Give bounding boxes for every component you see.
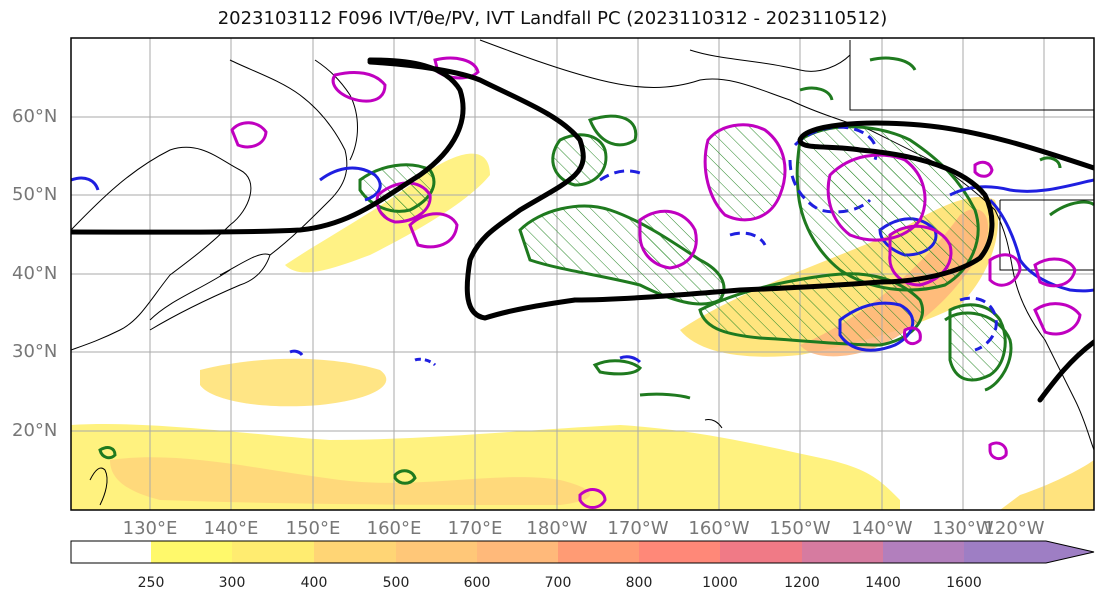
colorbar-tick-label: 250 [137, 575, 165, 591]
colorbar-swatch [71, 541, 151, 563]
lon-label: 140°E [203, 518, 259, 539]
lat-label: 20°N [12, 420, 58, 441]
colorbar [70, 540, 1095, 564]
colorbar-swatch [883, 541, 964, 563]
lon-label: 160°E [366, 518, 422, 539]
pv-contours [230, 56, 1082, 509]
lon-label: 150°W [769, 518, 831, 539]
colorbar-tick-label: 500 [382, 575, 410, 591]
colorbar-swatch [396, 541, 477, 563]
lat-label: 50°N [12, 184, 58, 205]
jet-lines [71, 57, 1094, 403]
colorbar-tick-label: 1400 [865, 575, 901, 591]
colorbar-swatch [964, 541, 1046, 563]
colorbar-swatch [232, 541, 314, 563]
lat-label: 30°N [12, 341, 58, 362]
lon-label: 180°W [526, 518, 588, 539]
lat-label: 40°N [12, 263, 58, 284]
colorbar-swatch [151, 541, 232, 563]
map-frame [70, 37, 1095, 511]
colorbar-swatch [720, 541, 802, 563]
colorbar-tick-label: 800 [625, 575, 653, 591]
colorbar-tick-label: 300 [218, 575, 246, 591]
colorbar-swatch [477, 541, 558, 563]
colorbar-extend-arrow [1046, 541, 1094, 563]
lon-label: 130°W [932, 518, 994, 539]
colorbar-swatch [314, 541, 396, 563]
lon-label: 140°W [851, 518, 913, 539]
colorbar-tick-label: 700 [544, 575, 572, 591]
lon-label: 160°W [688, 518, 750, 539]
lat-label: 60°N [12, 106, 58, 127]
figure-title: 2023103112 F096 IVT/θe/PV, IVT Landfall … [217, 8, 888, 29]
lon-label: 170°E [447, 518, 503, 539]
colorbar-tick-label: 1600 [946, 575, 982, 591]
lon-label: 150°E [285, 518, 341, 539]
colorbar-swatch [558, 541, 639, 563]
colorbar-tick-label: 400 [300, 575, 328, 591]
colorbar-tick-label: 600 [463, 575, 491, 591]
colorbar-tick-label: 1000 [702, 575, 738, 591]
colorbar-swatch [802, 541, 883, 563]
colorbar-outline [70, 540, 1095, 564]
colorbar-tick-label: 1200 [784, 575, 820, 591]
lon-label: 120°W [983, 518, 1045, 539]
colorbar-swatch [639, 541, 720, 563]
lon-label: 130°E [122, 518, 178, 539]
lon-label: 170°W [607, 518, 669, 539]
